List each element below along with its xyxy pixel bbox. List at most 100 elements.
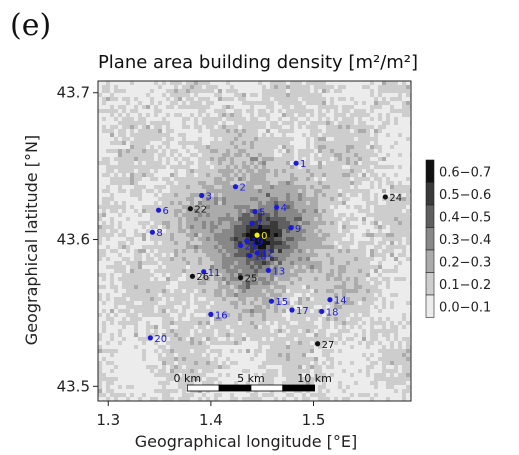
heatmap-cell <box>122 249 126 253</box>
heatmap-cell <box>334 257 338 261</box>
heatmap-cell <box>234 293 238 297</box>
heatmap-cell <box>258 253 262 257</box>
heatmap-cell <box>322 193 326 197</box>
heatmap-cell <box>126 253 130 257</box>
heatmap-cell <box>238 89 242 93</box>
heatmap-cell <box>254 169 258 173</box>
heatmap-cell <box>266 273 270 277</box>
heatmap-cell <box>334 205 338 209</box>
heatmap-cell <box>138 201 142 205</box>
heatmap-cell <box>190 313 194 317</box>
heatmap-cell <box>238 217 242 221</box>
heatmap-cell <box>146 153 150 157</box>
heatmap-cell <box>390 197 394 201</box>
heatmap-cell <box>382 149 386 153</box>
heatmap-cell <box>230 181 234 185</box>
heatmap-cell <box>254 97 258 101</box>
heatmap-cell <box>306 113 310 117</box>
heatmap-cell <box>406 253 410 257</box>
heatmap-cell <box>306 185 310 189</box>
heatmap-cell <box>230 249 234 253</box>
heatmap-cell <box>266 241 270 245</box>
heatmap-cell <box>330 213 334 217</box>
heatmap-cell <box>266 129 270 133</box>
heatmap-cell <box>186 313 190 317</box>
heatmap-cell <box>198 145 202 149</box>
heatmap-cell <box>362 321 366 325</box>
heatmap-cell <box>190 185 194 189</box>
heatmap-cell <box>118 101 122 105</box>
heatmap-cell <box>258 321 262 325</box>
heatmap-cell <box>190 105 194 109</box>
heatmap-cell <box>178 277 182 281</box>
heatmap-cell <box>110 269 114 273</box>
heatmap-cell <box>102 105 106 109</box>
heatmap-cell <box>382 257 386 261</box>
heatmap-cell <box>254 81 258 85</box>
heatmap-cell <box>162 317 166 321</box>
heatmap-cell <box>286 321 290 325</box>
heatmap-cell <box>194 277 198 281</box>
heatmap-cell <box>302 177 306 181</box>
heatmap-cell <box>250 261 254 265</box>
heatmap-cell <box>114 121 118 125</box>
heatmap-cell <box>110 265 114 269</box>
heatmap-cell <box>110 285 114 289</box>
heatmap-cell <box>390 213 394 217</box>
heatmap-cell <box>174 289 178 293</box>
heatmap-cell <box>174 233 178 237</box>
heatmap-cell <box>250 257 254 261</box>
heatmap-cell <box>258 249 262 253</box>
heatmap-cell <box>218 189 222 193</box>
heatmap-cell <box>270 197 274 201</box>
heatmap-cell <box>242 313 246 317</box>
heatmap-cell <box>382 309 386 313</box>
heatmap-cell <box>234 129 238 133</box>
heatmap-cell <box>226 181 230 185</box>
heatmap-cell <box>326 289 330 293</box>
heatmap-cell <box>158 229 162 233</box>
heatmap-cell <box>318 197 322 201</box>
heatmap-cell <box>406 121 410 125</box>
heatmap-cell <box>158 225 162 229</box>
heatmap-cell <box>350 277 354 281</box>
heatmap-cell <box>182 209 186 213</box>
heatmap-cell <box>338 301 342 305</box>
heatmap-cell <box>254 157 258 161</box>
heatmap-cell <box>258 245 262 249</box>
heatmap-cell <box>266 257 270 261</box>
heatmap-cell <box>322 213 326 217</box>
heatmap-cell <box>186 221 190 225</box>
heatmap-cell <box>278 297 282 301</box>
heatmap-cell <box>362 289 366 293</box>
heatmap-cell <box>298 229 302 233</box>
heatmap-cell <box>398 241 402 245</box>
heatmap-cell <box>258 233 262 237</box>
heatmap-cell <box>146 193 150 197</box>
heatmap-cell <box>274 165 278 169</box>
heatmap-cell <box>374 265 378 269</box>
heatmap-cell <box>262 93 266 97</box>
heatmap-cell <box>254 293 258 297</box>
heatmap-cell <box>154 113 158 117</box>
heatmap-cell <box>182 185 186 189</box>
heatmap-cell <box>166 285 170 289</box>
heatmap-cell <box>354 101 358 105</box>
heatmap-cell <box>402 137 406 141</box>
heatmap-cell <box>254 257 258 261</box>
heatmap-cell <box>122 129 126 133</box>
heatmap-cell <box>154 229 158 233</box>
heatmap-cell <box>298 161 302 165</box>
heatmap-cell <box>110 105 114 109</box>
heatmap-cell <box>258 285 262 289</box>
heatmap-cell <box>98 105 102 109</box>
heatmap-cell <box>114 97 118 101</box>
heatmap-cell <box>306 325 310 329</box>
heatmap-cell <box>242 237 246 241</box>
heatmap-cell <box>130 109 134 113</box>
heatmap-cell <box>102 305 106 309</box>
heatmap-cell <box>354 149 358 153</box>
heatmap-cell <box>210 245 214 249</box>
heatmap-cell <box>158 157 162 161</box>
heatmap-cell <box>266 145 270 149</box>
